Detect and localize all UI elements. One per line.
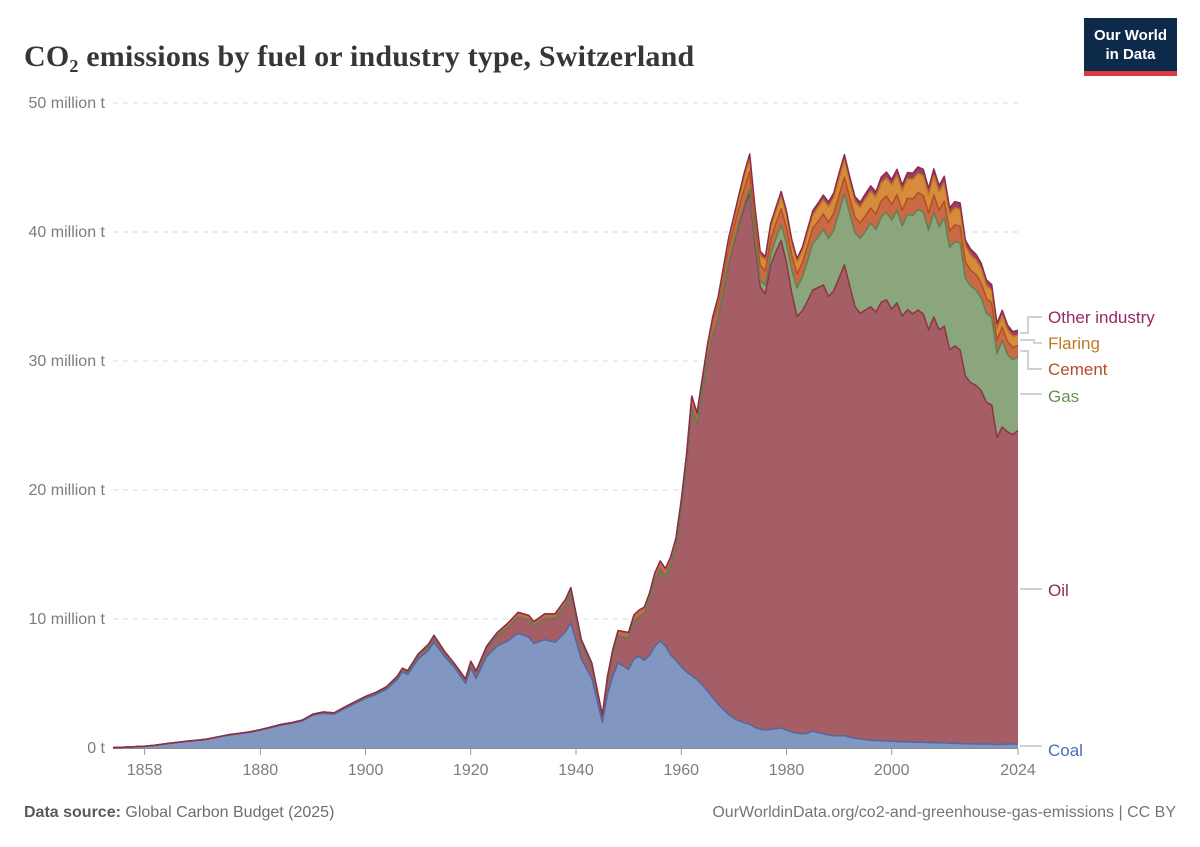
- x-axis-tick-label: 1940: [558, 762, 594, 779]
- area-outline-coal: [112, 622, 1018, 749]
- area-oil[interactable]: [113, 192, 1018, 748]
- owid-url-link[interactable]: OurWorldinData.org/co2-and-greenhouse-ga…: [712, 804, 1115, 821]
- x-axis-tick-label: 2000: [874, 762, 910, 779]
- data-source-value: Global Carbon Budget (2025): [125, 804, 335, 821]
- legend-label-other-industry[interactable]: Other industry: [1048, 308, 1155, 327]
- data-source-label: Data source:: [24, 804, 121, 821]
- legend-connector-flaring: [1020, 339, 1042, 344]
- chart-footer: Data source: Global Carbon Budget (2025)…: [24, 804, 1176, 822]
- license-label[interactable]: CC BY: [1127, 804, 1176, 821]
- data-source-note: Data source: Global Carbon Budget (2025): [24, 804, 334, 822]
- y-axis-tick-label: 10 million t: [29, 611, 106, 628]
- x-axis-tick-label: 1900: [348, 762, 384, 779]
- legend-label-gas[interactable]: Gas: [1048, 387, 1079, 406]
- area-coal[interactable]: [113, 622, 1018, 748]
- owid-logo[interactable]: Our World in Data: [1083, 18, 1177, 76]
- legend-connector-cement: [1020, 350, 1042, 370]
- x-axis-tick-label: 1980: [769, 762, 805, 779]
- y-axis-tick-label: 40 million t: [29, 224, 106, 241]
- area-gas[interactable]: [113, 188, 1018, 748]
- area-outline-other-industry: [112, 153, 1019, 749]
- x-axis-tick-label: 1960: [663, 762, 699, 779]
- legend-label-cement[interactable]: Cement: [1048, 360, 1108, 379]
- footer-citation: OurWorldinData.org/co2-and-greenhouse-ga…: [712, 804, 1176, 822]
- legend-label-oil[interactable]: Oil: [1048, 581, 1069, 600]
- legend-label-coal[interactable]: Coal: [1048, 741, 1083, 760]
- legend-label-flaring[interactable]: Flaring: [1048, 334, 1100, 353]
- legend-connector-other-industry: [1020, 316, 1042, 334]
- owid-logo-line2: in Data: [1105, 46, 1156, 63]
- x-axis-tick-label: 1920: [453, 762, 489, 779]
- footer-separator: |: [1114, 804, 1128, 821]
- x-axis-tick-label: 1880: [243, 762, 279, 779]
- x-axis-tick-label: 1858: [127, 762, 163, 779]
- x-axis-tick-label: 2024: [1000, 762, 1036, 779]
- y-axis-tick-label: 30 million t: [29, 353, 106, 370]
- page-title: CO₂ emissions by fuel or industry type, …: [24, 40, 695, 74]
- y-axis-tick-label: 20 million t: [29, 482, 106, 499]
- y-axis-tick-label: 0 t: [87, 740, 105, 757]
- owid-logo-line1: Our World: [1093, 27, 1167, 44]
- y-axis-tick-label: 50 million t: [29, 95, 106, 112]
